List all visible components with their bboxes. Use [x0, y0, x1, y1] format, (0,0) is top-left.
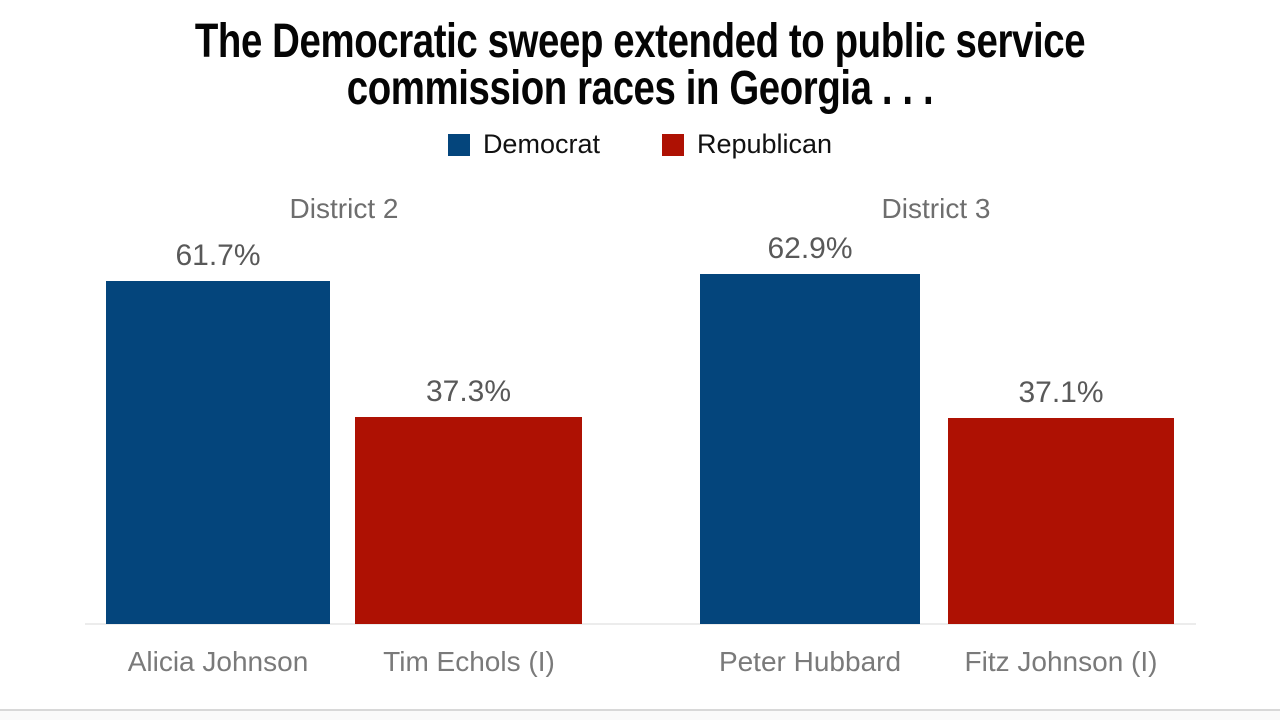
chart-title: The Democratic sweep extended to public … — [128, 15, 1152, 115]
legend: Democrat Republican — [0, 131, 1280, 158]
bar-district2-republican: 37.3% — [355, 375, 582, 624]
candidate-name: Alicia Johnson — [127, 646, 309, 677]
bottom-divider — [0, 709, 1280, 711]
bar-district3-republican: 37.1% — [948, 376, 1174, 624]
bar-rect-democrat — [106, 281, 330, 624]
democrat-swatch-icon — [447, 133, 470, 156]
chart-title-line1: The Democratic sweep extended to public … — [194, 15, 1086, 68]
legend-item-republican: Republican — [661, 129, 833, 159]
district-2-header: District 2 — [289, 193, 399, 224]
republican-swatch-icon — [661, 133, 684, 156]
bar-district2-democrat: 61.7% — [106, 239, 330, 624]
bottom-strip — [0, 711, 1280, 720]
legend-item-democrat: Democrat — [447, 129, 600, 159]
chart-title-line2: commission races in Georgia . . . — [346, 62, 934, 115]
candidate-name: Peter Hubbard — [718, 646, 902, 677]
legend-label-democrat: Democrat — [482, 129, 600, 159]
candidate-name: Tim Echols (I) — [383, 646, 555, 677]
district-3-header: District 3 — [881, 193, 991, 224]
bar-value-label: 61.7% — [175, 239, 261, 272]
bar-rect-republican — [948, 418, 1174, 624]
bar-value-label: 37.3% — [425, 375, 512, 408]
legend-label-republican: Republican — [696, 129, 833, 159]
x-axis-baseline — [85, 623, 1196, 625]
bar-rect-democrat — [700, 274, 920, 624]
bar-value-label: 62.9% — [767, 232, 853, 265]
bar-rect-republican — [355, 417, 582, 624]
bar-value-label: 37.1% — [1018, 376, 1104, 409]
bar-district3-democrat: 62.9% — [700, 232, 920, 624]
candidate-name: Fitz Johnson (I) — [964, 646, 1158, 677]
